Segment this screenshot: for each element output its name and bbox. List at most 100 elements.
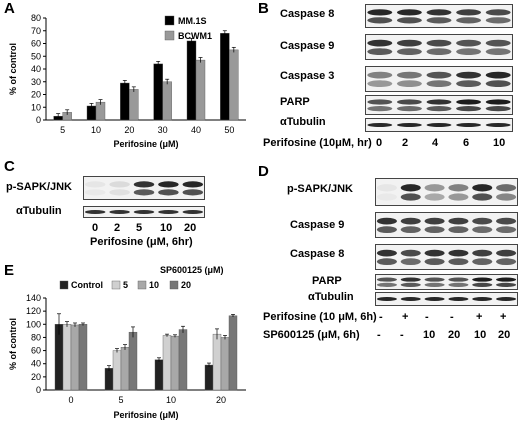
chart-a-x-tick-label: 10 bbox=[91, 125, 101, 135]
blot-b-row-label: αTubulin bbox=[280, 116, 326, 128]
chart-a-y-tick-label: 20 bbox=[31, 90, 41, 100]
panel-label-c: C bbox=[4, 158, 15, 175]
blot-band bbox=[84, 210, 106, 214]
blot-band bbox=[448, 282, 469, 287]
blot-band bbox=[496, 297, 517, 301]
blot-band bbox=[367, 80, 393, 88]
blot-band bbox=[485, 48, 511, 56]
blot-band bbox=[400, 277, 421, 282]
blot-band bbox=[376, 184, 397, 192]
chart-e-legend-swatch bbox=[169, 280, 179, 290]
blot-b-x-value: 4 bbox=[432, 137, 439, 149]
blot-band bbox=[396, 48, 422, 56]
blot-band bbox=[472, 297, 493, 301]
chart-e-y-tick-label: 20 bbox=[31, 372, 41, 382]
blot-band bbox=[426, 39, 452, 47]
blot-band bbox=[376, 226, 397, 234]
chart-a-x-tick-label: 20 bbox=[124, 125, 134, 135]
chart-a-y-tick-label: 10 bbox=[31, 102, 41, 112]
blot-b: Caspase 8 Caspase 9 Caspase 3 PARP αTubulin P… bbox=[0, 0, 520, 160]
blot-band bbox=[456, 39, 482, 47]
blot-band bbox=[158, 210, 179, 214]
blot-band bbox=[158, 181, 179, 188]
blot-band bbox=[472, 184, 493, 192]
panel-label-d: D bbox=[258, 163, 269, 180]
chart-a-y-title: % of control bbox=[8, 43, 18, 95]
blot-d-row2-value: - bbox=[400, 329, 404, 341]
blot-c: p-SAPK/JNK αTubulin 0 2 5 10 20 Perifosine (μM,… bbox=[6, 176, 205, 248]
blot-band bbox=[456, 99, 482, 105]
blot-b-x-value: 2 bbox=[402, 137, 409, 149]
blot-band bbox=[367, 123, 393, 127]
blot-band bbox=[485, 106, 511, 112]
blot-band bbox=[182, 189, 204, 196]
blot-b-lane-strip bbox=[365, 118, 513, 132]
chart-e-legend-title: SP600125 (μM) bbox=[160, 265, 224, 275]
blot-d-row1-value: + bbox=[500, 311, 507, 323]
chart-e-y-tick-label: 80 bbox=[31, 332, 41, 342]
blot-band bbox=[396, 106, 422, 112]
chart-e-y-tick-label: 140 bbox=[26, 293, 41, 303]
chart-a-y-tick-label: 60 bbox=[31, 39, 41, 49]
blot-band bbox=[448, 277, 469, 282]
blot-b-x-value: 10 bbox=[493, 137, 506, 149]
blot-band bbox=[426, 9, 452, 16]
blot-band bbox=[448, 226, 469, 234]
chart-a-y-tick-label: 0 bbox=[36, 115, 41, 125]
blot-c-x-value: 20 bbox=[184, 222, 197, 234]
blot-d-row1-value: - bbox=[379, 311, 383, 323]
blot-band bbox=[496, 184, 517, 192]
blot-band bbox=[456, 71, 482, 79]
blot-band bbox=[424, 277, 445, 282]
chart-e-y-tick-label: 0 bbox=[36, 385, 41, 395]
blot-d-lane-strip bbox=[375, 244, 518, 270]
chart-a: 0 10 20 30 40 50 60 70 80 5 10 20 30 40 50 Perifosine (… bbox=[8, 13, 246, 149]
chart-e-y-tick-label: 120 bbox=[26, 306, 41, 316]
blot-band bbox=[367, 39, 393, 47]
blot-d-row2-value: 20 bbox=[448, 329, 461, 341]
blot-band bbox=[367, 48, 393, 56]
blot-d-row2-value: 10 bbox=[423, 329, 436, 341]
blot-b-lane-strip bbox=[365, 66, 513, 92]
chart-e-x-tick-label: 0 bbox=[68, 395, 73, 405]
chart-a-x-tick-label: 5 bbox=[60, 125, 65, 135]
blot-d-lane-strip bbox=[375, 274, 518, 290]
blot-band bbox=[448, 249, 469, 257]
blot-band bbox=[424, 258, 445, 266]
blot-band bbox=[367, 71, 393, 79]
blot-frame bbox=[375, 178, 518, 206]
chart-a-x-tick-label: 40 bbox=[191, 125, 201, 135]
blot-c-x-value: 5 bbox=[136, 222, 143, 234]
chart-a-y-tick-label: 70 bbox=[31, 26, 41, 36]
blot-band bbox=[424, 297, 445, 301]
blot-b-x-title: Perifosine (10μM, hr) bbox=[263, 137, 372, 149]
blot-band bbox=[367, 106, 393, 112]
blot-frame bbox=[375, 244, 518, 270]
blot-band bbox=[448, 193, 469, 201]
blot-band bbox=[456, 123, 482, 127]
blot-band bbox=[485, 71, 511, 79]
blot-band bbox=[426, 71, 452, 79]
blot-band bbox=[472, 249, 493, 257]
chart-e-y-tick-label: 100 bbox=[26, 319, 41, 329]
blot-band bbox=[456, 9, 482, 16]
blot-band bbox=[84, 189, 106, 196]
chart-e-x-tick-label: 10 bbox=[166, 395, 176, 405]
blot-band bbox=[376, 217, 397, 225]
blot-band bbox=[400, 193, 421, 201]
chart-a-x-title: Perifosine (μM) bbox=[113, 139, 178, 149]
blot-band bbox=[400, 184, 421, 192]
blot-frame bbox=[375, 292, 518, 306]
blot-band bbox=[396, 39, 422, 47]
blot-band bbox=[376, 297, 397, 301]
blot-b-row-label: Caspase 3 bbox=[280, 70, 335, 82]
blot-band bbox=[448, 297, 469, 301]
chart-a-y-tick-label: 50 bbox=[31, 51, 41, 61]
blot-band bbox=[448, 258, 469, 266]
blot-d-row2-value: 20 bbox=[498, 329, 511, 341]
blot-band bbox=[133, 210, 155, 214]
chart-a-x-tick-label: 30 bbox=[158, 125, 168, 135]
chart-a-legend-label: MM.1S bbox=[178, 16, 207, 26]
panel-label-b: B bbox=[258, 0, 269, 17]
blot-band bbox=[109, 210, 130, 214]
